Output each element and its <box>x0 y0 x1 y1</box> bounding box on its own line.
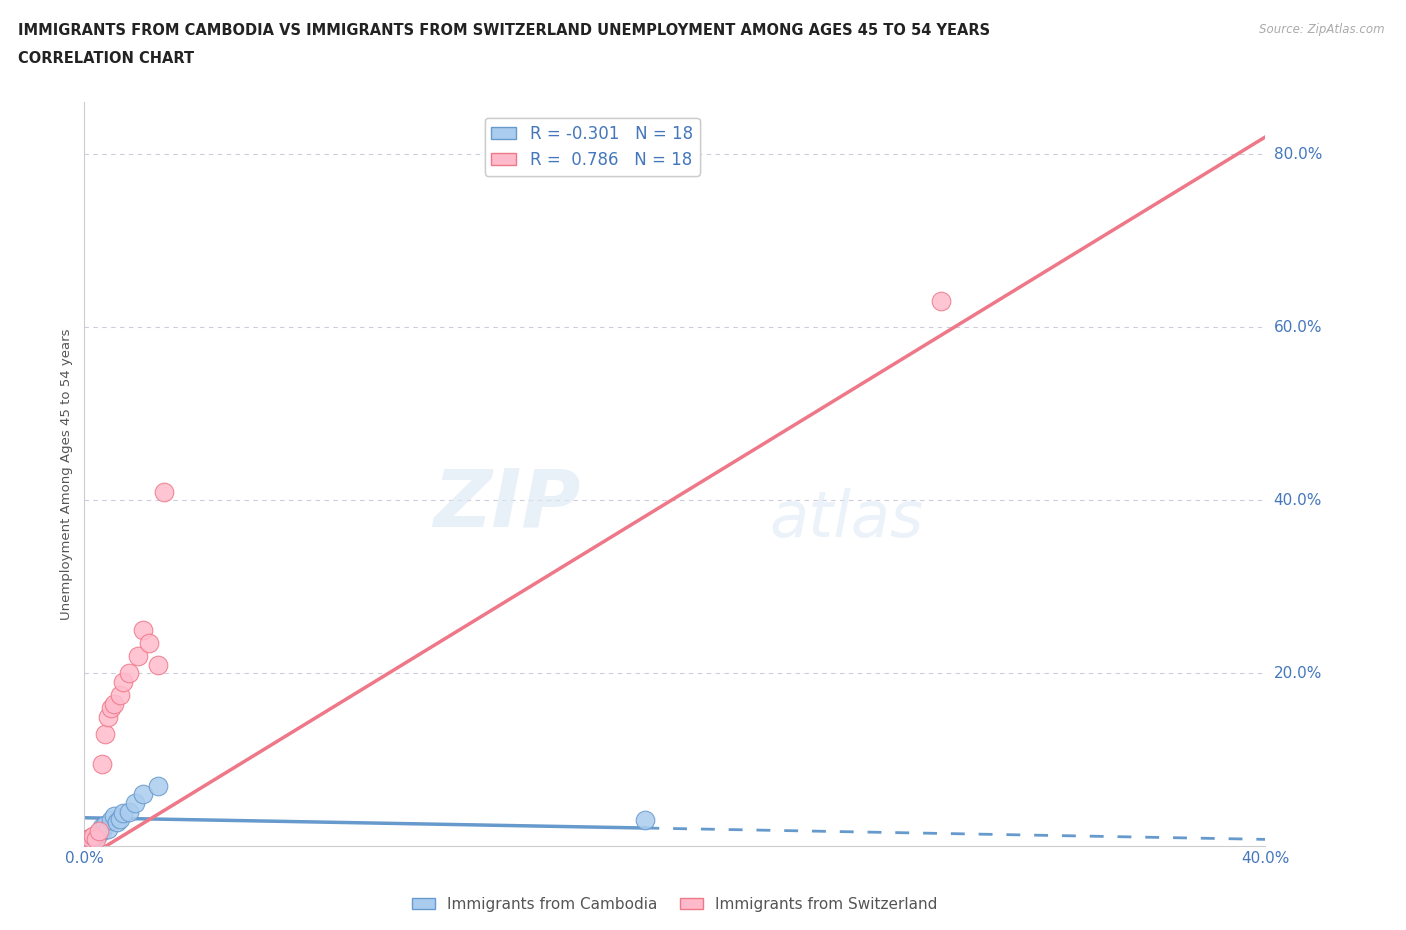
Point <box>87 823 111 838</box>
Point <box>127 648 149 663</box>
Point <box>105 815 128 830</box>
Point <box>91 757 114 772</box>
Point <box>84 829 107 844</box>
Point <box>132 622 155 637</box>
Point <box>103 697 125 711</box>
Point <box>138 635 160 650</box>
Point <box>148 778 170 793</box>
Text: atlas: atlas <box>769 488 924 550</box>
Point <box>79 830 101 845</box>
Point <box>82 829 104 844</box>
Point <box>97 709 120 724</box>
Point <box>153 485 176 499</box>
Point <box>111 806 134 821</box>
Point <box>100 700 122 715</box>
Text: 20.0%: 20.0% <box>1274 666 1322 681</box>
Text: IMMIGRANTS FROM CAMBODIA VS IMMIGRANTS FROM SWITZERLAND UNEMPLOYMENT AMONG AGES : IMMIGRANTS FROM CAMBODIA VS IMMIGRANTS F… <box>18 23 990 38</box>
Point <box>108 811 131 826</box>
Point <box>118 666 141 681</box>
Point <box>124 795 146 810</box>
Point <box>929 294 952 309</box>
Text: 60.0%: 60.0% <box>1274 320 1322 335</box>
Point <box>100 813 122 828</box>
Point <box>84 832 107 847</box>
Point <box>111 674 134 689</box>
Point <box>103 808 125 823</box>
Text: 80.0%: 80.0% <box>1274 147 1322 162</box>
Legend: Immigrants from Cambodia, Immigrants from Switzerland: Immigrants from Cambodia, Immigrants fro… <box>406 891 943 918</box>
Legend: R = -0.301   N = 18, R =  0.786   N = 18: R = -0.301 N = 18, R = 0.786 N = 18 <box>485 118 700 176</box>
Point <box>132 787 155 802</box>
Text: 40.0%: 40.0% <box>1274 493 1322 508</box>
Point <box>91 820 114 835</box>
Point <box>634 813 657 828</box>
Y-axis label: Unemployment Among Ages 45 to 54 years: Unemployment Among Ages 45 to 54 years <box>60 328 73 620</box>
Point <box>94 726 117 741</box>
Point <box>82 832 104 847</box>
Point <box>87 826 111 841</box>
Point <box>91 823 114 838</box>
Text: CORRELATION CHART: CORRELATION CHART <box>18 51 194 66</box>
Point <box>148 658 170 672</box>
Point <box>94 817 117 832</box>
Point <box>79 830 101 845</box>
Point <box>118 804 141 819</box>
Point <box>97 821 120 836</box>
Point <box>108 687 131 702</box>
Text: ZIP: ZIP <box>433 465 581 543</box>
Text: Source: ZipAtlas.com: Source: ZipAtlas.com <box>1260 23 1385 36</box>
